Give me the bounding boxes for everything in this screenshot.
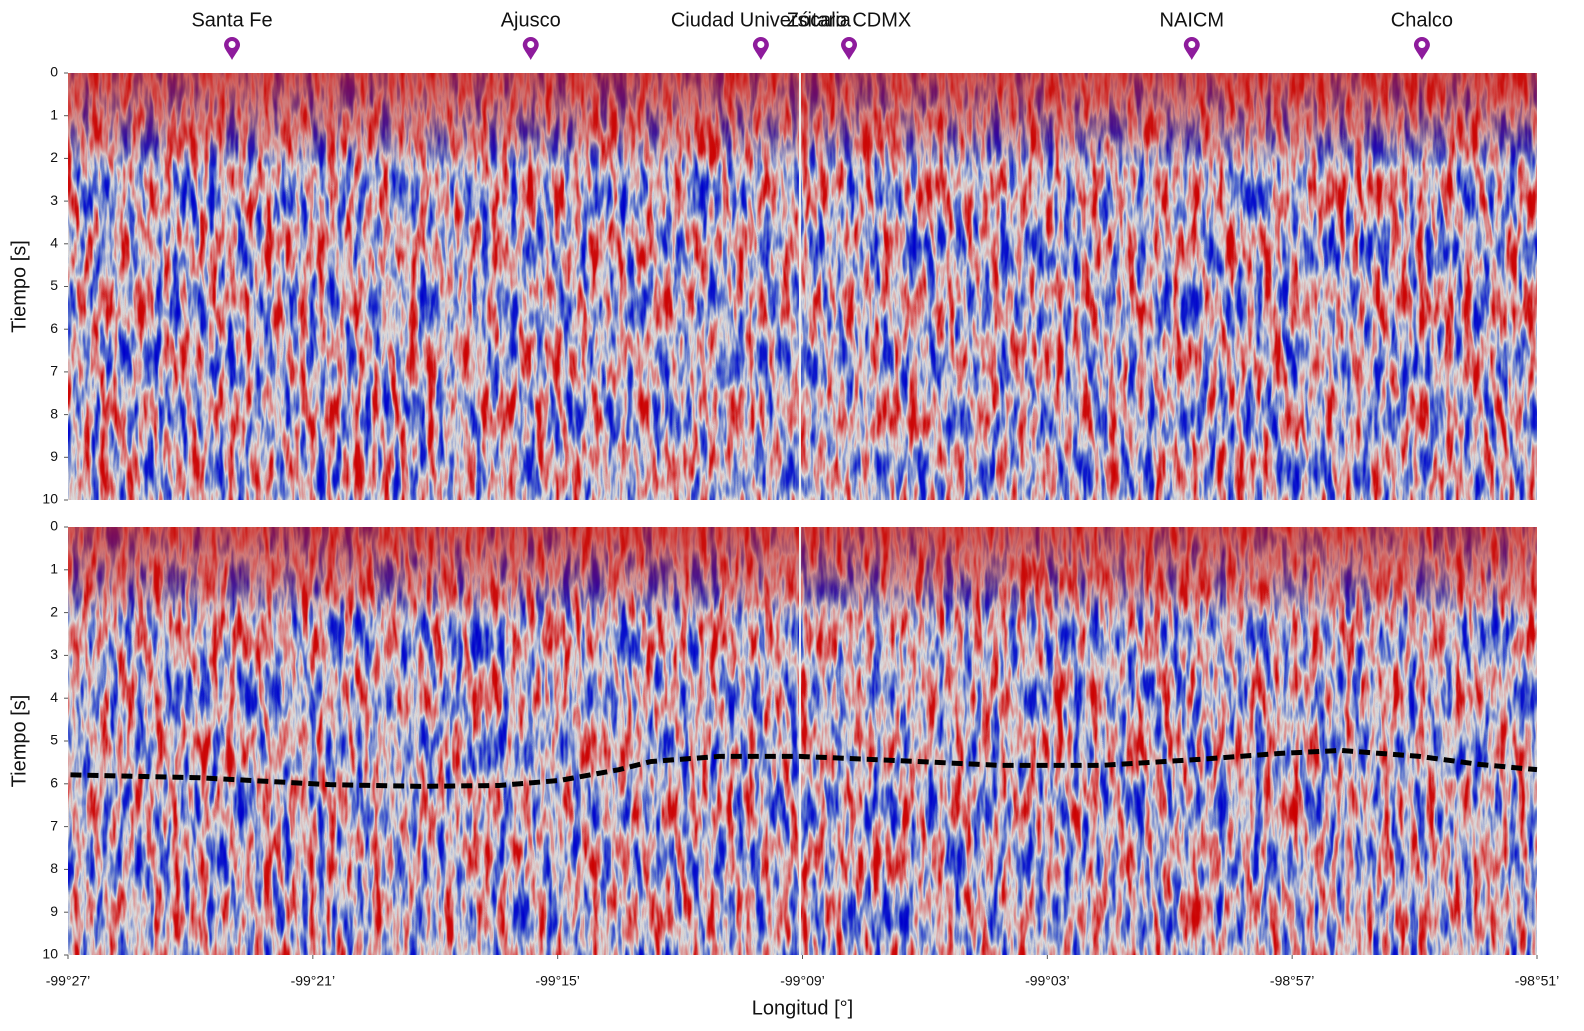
y-tick-label: 1 bbox=[50, 561, 58, 577]
station-pin bbox=[1183, 37, 1200, 60]
station-pin bbox=[522, 37, 539, 60]
y-tick-label: 5 bbox=[50, 277, 58, 293]
x-tick-label: -99°09’ bbox=[780, 973, 825, 989]
y-tick-label: 2 bbox=[50, 603, 58, 619]
station-label: Zócalo CDMX bbox=[787, 9, 911, 31]
y-tick-label: 6 bbox=[50, 320, 58, 336]
y-tick-label: 6 bbox=[50, 775, 58, 791]
y-tick-label: 8 bbox=[50, 860, 58, 876]
surface-band bbox=[68, 527, 1537, 955]
x-tick-label: -99°21’ bbox=[291, 973, 336, 989]
station-label: Chalco bbox=[1391, 9, 1453, 31]
y-tick-label: 10 bbox=[42, 946, 58, 962]
station-pin bbox=[752, 37, 769, 60]
surface-band bbox=[68, 73, 1537, 500]
station-label: Ciudad Universitaria bbox=[671, 9, 852, 31]
boundary-line bbox=[70, 747, 1538, 789]
station-pin bbox=[841, 37, 858, 60]
y-tick-label: 7 bbox=[50, 817, 58, 833]
y-axis-label: Tiempo [s] bbox=[8, 240, 30, 333]
y-tick-label: 4 bbox=[50, 689, 58, 705]
x-axis-label: Longitud [°] bbox=[752, 997, 853, 1019]
y-tick-label: 1 bbox=[50, 106, 58, 122]
y-tick-label: 5 bbox=[50, 732, 58, 748]
station-pin bbox=[1413, 37, 1430, 60]
y-tick-label: 10 bbox=[42, 491, 58, 507]
x-tick-label: -98°57’ bbox=[1270, 973, 1315, 989]
station-pin bbox=[224, 37, 241, 60]
y-tick-label: 9 bbox=[50, 903, 58, 919]
y-tick-label: 0 bbox=[50, 518, 58, 534]
y-tick-label: 7 bbox=[50, 363, 58, 379]
station-label: Ajusco bbox=[501, 9, 561, 31]
y-tick-label: 8 bbox=[50, 405, 58, 421]
x-tick-label: -99°03’ bbox=[1025, 973, 1070, 989]
y-tick-label: 3 bbox=[50, 192, 58, 208]
station-label: Santa Fe bbox=[191, 9, 272, 31]
y-tick-label: 2 bbox=[50, 149, 58, 165]
y-tick-label: 0 bbox=[50, 64, 58, 80]
y-tick-label: 4 bbox=[50, 235, 58, 251]
y-axis-label: Tiempo [s] bbox=[8, 695, 30, 788]
y-tick-label: 9 bbox=[50, 448, 58, 464]
x-tick-label: -98°51’ bbox=[1515, 973, 1560, 989]
y-tick-label: 3 bbox=[50, 646, 58, 662]
station-label: NAICM bbox=[1160, 9, 1224, 31]
x-tick-label: -99°15’ bbox=[535, 973, 580, 989]
x-tick-label: -99°27’ bbox=[46, 973, 91, 989]
